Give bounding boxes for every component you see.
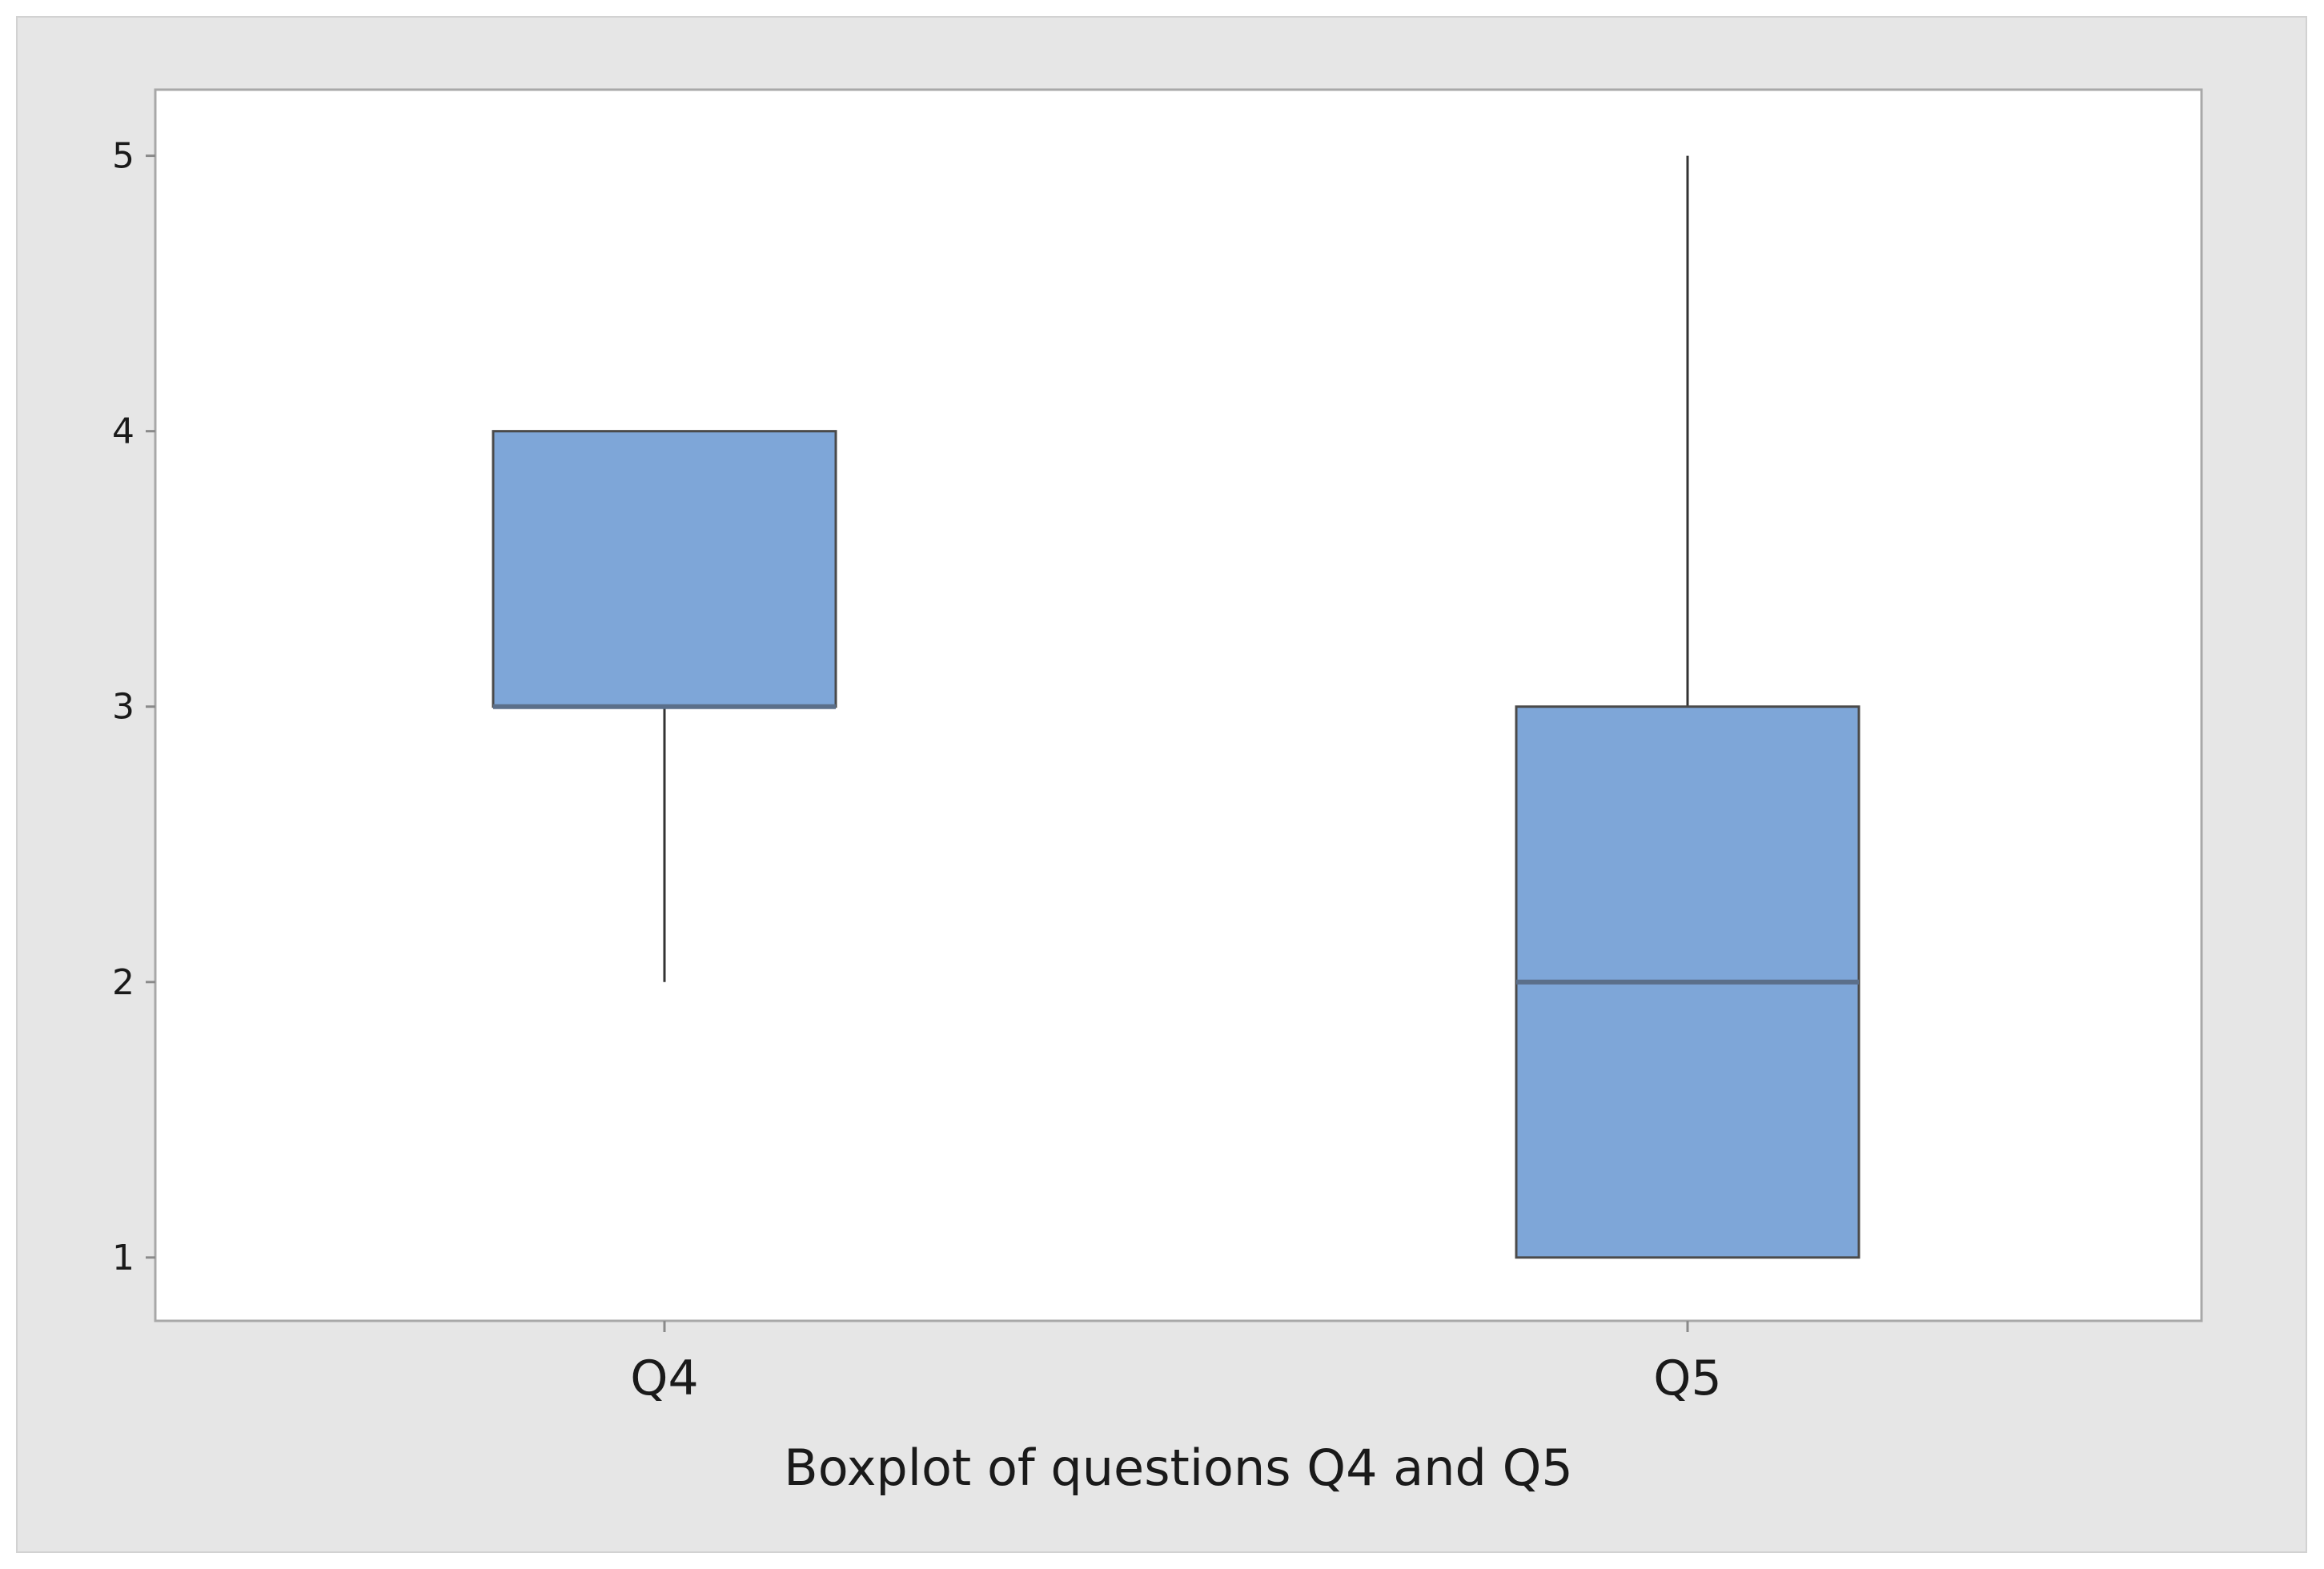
y-axis: 1 2 3 4 5 bbox=[112, 136, 155, 1278]
box-body-Q4 bbox=[492, 430, 837, 708]
y-tick-label-4: 4 bbox=[112, 411, 134, 452]
box-Q5 bbox=[1515, 155, 1860, 1259]
box-Q4 bbox=[492, 430, 837, 982]
y-tick-label-5: 5 bbox=[112, 136, 134, 177]
x-tick-label-Q5: Q5 bbox=[1653, 1350, 1721, 1406]
plot-area bbox=[154, 88, 2203, 1322]
x-tick-label-Q4: Q4 bbox=[630, 1350, 698, 1406]
y-tick-label-3: 3 bbox=[112, 687, 134, 728]
y-tick-label-1: 1 bbox=[112, 1238, 134, 1278]
y-tick-label-2: 2 bbox=[112, 962, 134, 1003]
x-axis: Q4 Q5 bbox=[630, 1321, 1722, 1406]
boxes-group bbox=[492, 155, 1860, 1259]
chart-title: Boxplot of questions Q4 and Q5 bbox=[784, 1439, 1573, 1497]
